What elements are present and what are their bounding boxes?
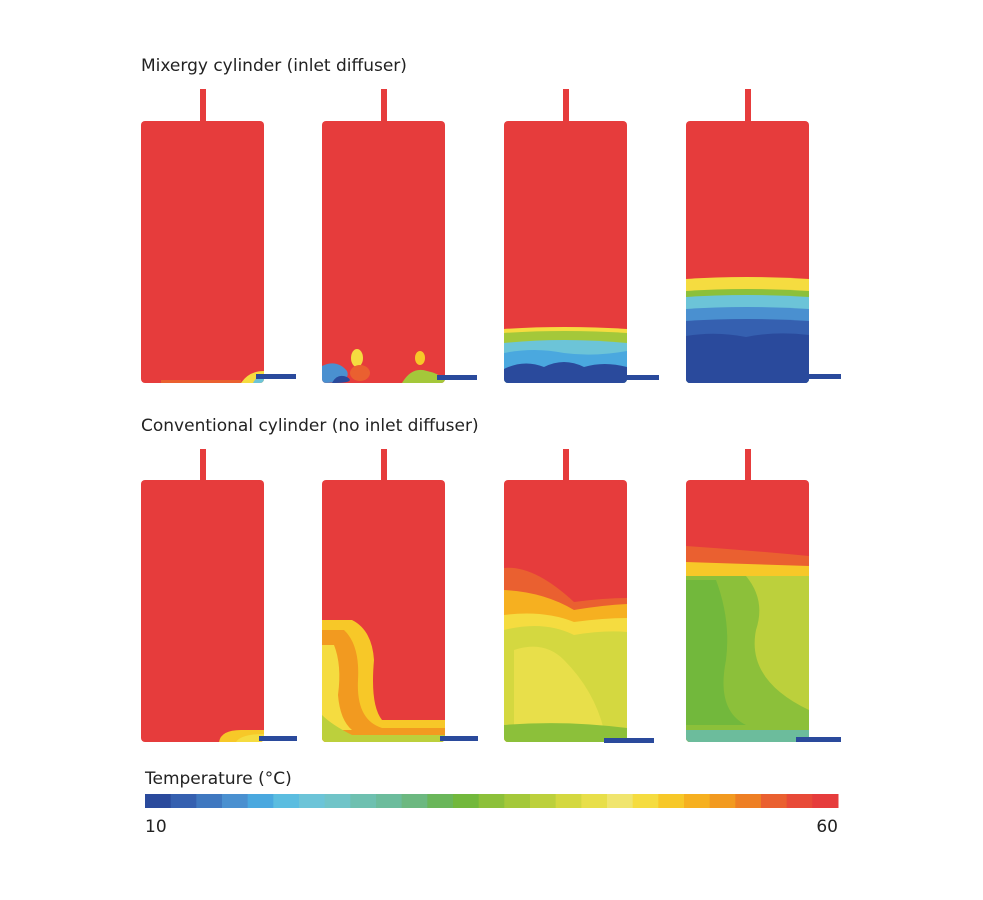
colorbar-swatch — [427, 794, 454, 808]
colorbar-swatch — [273, 794, 300, 808]
colorbar-swatch — [299, 794, 326, 808]
cylinder — [504, 89, 659, 383]
colorbar-swatch — [196, 794, 223, 808]
colorbar-swatch — [478, 794, 505, 808]
colorbar-swatch — [170, 794, 197, 808]
colorbar-swatch — [401, 794, 428, 808]
colorbar-swatch — [247, 794, 274, 808]
colorbar-swatch — [376, 794, 403, 808]
cylinder — [141, 449, 297, 742]
colorbar-swatch — [453, 794, 480, 808]
section-title: Conventional cylinder (no inlet diffuser… — [141, 416, 479, 436]
cylinder — [686, 449, 841, 742]
colorbar-swatch — [222, 794, 249, 808]
colorbar-label: Temperature (°C) — [144, 769, 292, 789]
section-title: Mixergy cylinder (inlet diffuser) — [141, 56, 407, 76]
cylinder — [504, 449, 654, 743]
cylinder — [322, 89, 477, 383]
colorbar-swatch — [786, 794, 813, 808]
colorbar-swatch — [581, 794, 608, 808]
colorbar-swatch — [555, 794, 582, 808]
cylinder — [686, 89, 841, 383]
colorbar-swatch — [812, 794, 839, 808]
colorbar-max: 60 — [816, 817, 838, 837]
colorbar-swatch — [350, 794, 377, 808]
colorbar-swatch — [607, 794, 634, 808]
colorbar-swatch — [324, 794, 351, 808]
cylinder — [141, 89, 296, 383]
cylinder — [322, 449, 478, 742]
colorbar-swatch — [735, 794, 762, 808]
colorbar-min: 10 — [145, 817, 167, 837]
colorbar-swatch — [684, 794, 711, 808]
colorbar-swatch — [530, 794, 557, 808]
colorbar-swatch — [145, 794, 172, 808]
colorbar-swatch — [709, 794, 736, 808]
colorbar-swatch — [658, 794, 685, 808]
colorbar-swatch — [504, 794, 531, 808]
colorbar-swatch — [761, 794, 788, 808]
colorbar-swatch — [632, 794, 659, 808]
colorbar — [145, 794, 839, 808]
